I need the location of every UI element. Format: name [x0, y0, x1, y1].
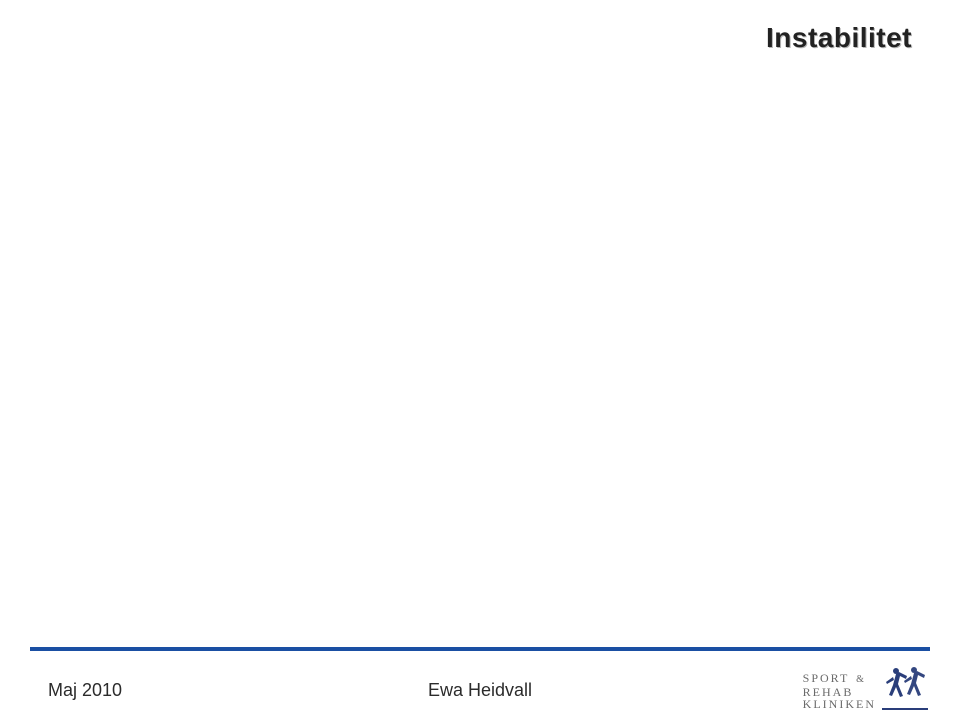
logo-line3: KLINIKEN — [803, 698, 876, 711]
logo-ampersand: & — [856, 674, 865, 685]
footer-author: Ewa Heidvall — [428, 680, 532, 701]
footer-date: Maj 2010 — [48, 680, 122, 701]
runner-figure-2 — [904, 667, 925, 696]
runner-icon — [882, 665, 928, 711]
presentation-slide: Instabilitet Maj 2010 Ewa Heidvall SPORT… — [0, 0, 960, 717]
logo-text: SPORT & REHAB KLINIKEN — [803, 672, 876, 711]
slide-footer: Maj 2010 Ewa Heidvall SPORT & REHAB KLIN… — [0, 655, 960, 717]
footer-divider — [30, 647, 930, 651]
logo-line1: SPORT & — [803, 672, 876, 686]
logo-underline — [882, 708, 928, 710]
runner-figure-1 — [886, 668, 907, 697]
clinic-logo: SPORT & REHAB KLINIKEN — [803, 665, 928, 711]
logo-line1a: SPORT — [803, 671, 849, 685]
slide-title: Instabilitet — [766, 22, 912, 54]
